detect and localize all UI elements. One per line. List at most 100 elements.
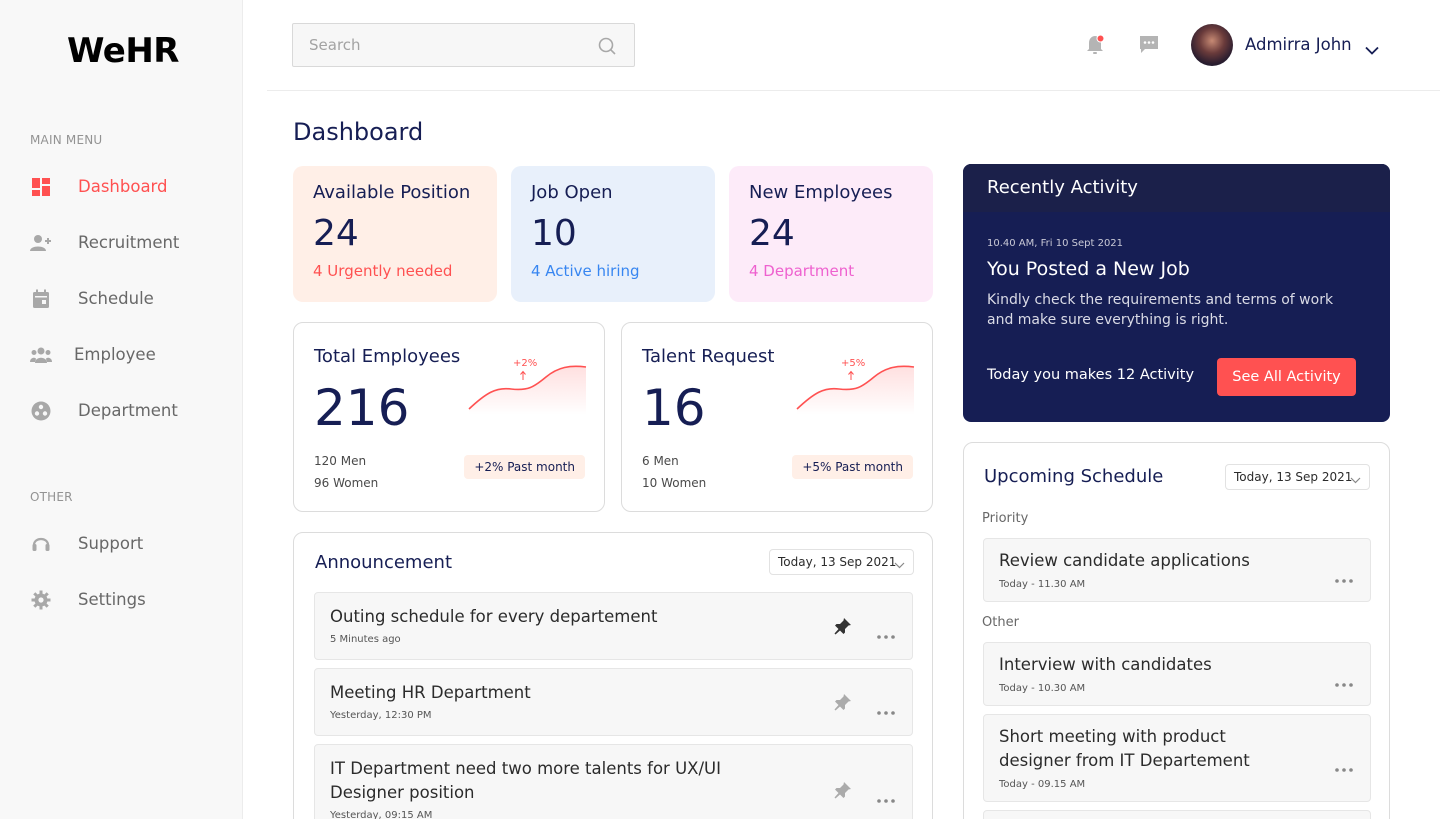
sidebar-item-label: Department — [78, 401, 178, 420]
sidebar-item-label: Recruitment — [78, 233, 180, 252]
search-box — [292, 23, 635, 67]
main-menu-heading: MAIN MENU — [30, 133, 103, 147]
announcement-item-time: 5 Minutes ago — [330, 634, 401, 645]
header-divider — [267, 90, 1440, 91]
men-count: 120 Men — [314, 454, 367, 468]
schedule-item[interactable]: Review candidate applications Today - 11… — [983, 538, 1371, 602]
more-options-icon[interactable] — [877, 624, 895, 643]
announcement-title: Announcement — [315, 552, 453, 573]
announcement-item[interactable]: Meeting HR Department Yesterday, 12:30 P… — [314, 668, 913, 736]
activity-headline: You Posted a New Job — [987, 258, 1190, 280]
notification-bell-icon[interactable] — [1085, 33, 1107, 59]
stat-subtitle: 4 Urgently needed — [313, 262, 453, 280]
schedule-item-title: Review candidate applications — [999, 551, 1250, 570]
sparkline-chart: +2% — [468, 358, 587, 415]
schedule-item[interactable]: Interview with candidates Today - 10.30 … — [983, 642, 1371, 706]
more-options-icon[interactable] — [877, 788, 895, 807]
sidebar-item-employee[interactable]: Employee — [30, 339, 230, 371]
add-user-icon — [30, 232, 52, 254]
activity-time: 10.40 AM, Fri 10 Sept 2021 — [987, 238, 1124, 249]
headset-icon — [30, 533, 52, 555]
pin-icon[interactable] — [834, 693, 852, 715]
arrow-up-icon — [520, 370, 526, 380]
activity-count: Today you makes 12 Activity — [987, 367, 1195, 383]
sidebar-item-label: Schedule — [78, 289, 154, 308]
more-options-icon[interactable] — [1335, 672, 1353, 691]
recent-activity-title: Recently Activity — [963, 164, 1390, 212]
sidebar: WeHR MAIN MENU Dashboard Recruitment Sch… — [0, 0, 243, 819]
sidebar-item-department[interactable]: Department — [30, 395, 230, 427]
schedule-date-select[interactable]: Today, 13 Sep 2021 — [1225, 464, 1370, 490]
metric-card-total-employees[interactable]: Total Employees 216 +2% 120 Men 96 Women… — [293, 322, 605, 512]
chevron-down-icon — [894, 558, 905, 572]
stat-subtitle: 4 Department — [749, 262, 855, 280]
calendar-icon — [30, 288, 52, 310]
sidebar-item-schedule[interactable]: Schedule — [30, 283, 230, 315]
pin-icon[interactable] — [834, 781, 852, 803]
schedule-item[interactable] — [983, 810, 1371, 819]
stat-card-available-position[interactable]: Available Position 24 4 Urgently needed — [293, 166, 497, 302]
schedule-item[interactable]: Short meeting with product designer from… — [983, 714, 1371, 802]
announcement-item-time: Yesterday, 12:30 PM — [330, 710, 432, 721]
sidebar-item-recruitment[interactable]: Recruitment — [30, 227, 230, 259]
people-icon — [30, 344, 52, 366]
chevron-down-icon[interactable] — [1365, 40, 1379, 59]
stat-card-job-open[interactable]: Job Open 10 4 Active hiring — [511, 166, 715, 302]
activity-description: Kindly check the requirements and terms … — [987, 292, 1334, 328]
announcement-item-title: Meeting HR Department — [330, 683, 531, 702]
metric-value: 216 — [314, 379, 410, 437]
gear-icon — [30, 589, 52, 611]
stat-value: 10 — [531, 213, 577, 254]
sidebar-item-label: Employee — [74, 345, 156, 364]
department-icon — [30, 400, 52, 422]
announcement-item-title: Outing schedule for every departement — [330, 607, 658, 626]
announcement-date-select[interactable]: Today, 13 Sep 2021 — [769, 549, 914, 575]
sidebar-item-label: Support — [78, 534, 144, 553]
stat-title: Job Open — [531, 182, 613, 203]
sidebar-item-label: Dashboard — [78, 177, 168, 196]
schedule-group-priority: Priority — [982, 511, 1029, 526]
user-name[interactable]: Admirra John — [1245, 35, 1352, 54]
schedule-item-time: Today - 10.30 AM — [999, 683, 1086, 694]
women-count: 10 Women — [642, 476, 707, 490]
stat-card-new-employees[interactable]: New Employees 24 4 Department — [729, 166, 933, 302]
upcoming-schedule-panel: Upcoming Schedule Today, 13 Sep 2021 Pri… — [963, 442, 1390, 819]
metric-title: Total Employees — [314, 346, 461, 367]
sidebar-item-support[interactable]: Support — [30, 528, 230, 560]
see-all-activity-button[interactable]: See All Activity — [1217, 358, 1356, 396]
search-icon[interactable] — [598, 37, 616, 59]
pin-icon[interactable] — [834, 617, 852, 639]
avatar[interactable] — [1191, 24, 1233, 66]
schedule-item-time: Today - 11.30 AM — [999, 579, 1086, 590]
stat-title: Available Position — [313, 182, 471, 203]
men-count: 6 Men — [642, 454, 679, 468]
metric-value: 16 — [642, 379, 706, 437]
dashboard-icon — [30, 176, 52, 198]
stat-subtitle: 4 Active hiring — [531, 262, 640, 280]
announcement-item[interactable]: IT Department need two more talents for … — [314, 744, 913, 819]
search-input[interactable] — [293, 24, 573, 66]
sidebar-item-label: Settings — [78, 590, 146, 609]
stat-value: 24 — [749, 213, 795, 254]
metric-card-talent-request[interactable]: Talent Request 16 +5% 6 Men 10 Women +5%… — [621, 322, 933, 512]
trend-badge: +2% Past month — [464, 455, 585, 479]
trend-label: +5% — [841, 358, 865, 369]
more-options-icon[interactable] — [1335, 568, 1353, 587]
sidebar-item-dashboard[interactable]: Dashboard — [30, 171, 230, 203]
metric-title: Talent Request — [642, 346, 775, 367]
schedule-item-title: Interview with candidates — [999, 655, 1212, 674]
chevron-down-icon — [1350, 473, 1361, 487]
more-options-icon[interactable] — [1335, 757, 1353, 776]
more-options-icon[interactable] — [877, 700, 895, 719]
other-menu-heading: OTHER — [30, 490, 73, 504]
schedule-item-time: Today - 09.15 AM — [999, 779, 1086, 790]
app-logo[interactable]: WeHR — [67, 31, 180, 71]
announcement-item-time: Yesterday, 09:15 AM — [330, 810, 433, 819]
page-title: Dashboard — [293, 118, 424, 146]
schedule-title: Upcoming Schedule — [984, 466, 1164, 487]
announcement-item[interactable]: Outing schedule for every departement 5 … — [314, 592, 913, 660]
stat-value: 24 — [313, 213, 359, 254]
sidebar-item-settings[interactable]: Settings — [30, 584, 230, 616]
recent-activity-panel: Recently Activity 10.40 AM, Fri 10 Sept … — [963, 164, 1390, 422]
chat-icon[interactable] — [1138, 33, 1160, 59]
